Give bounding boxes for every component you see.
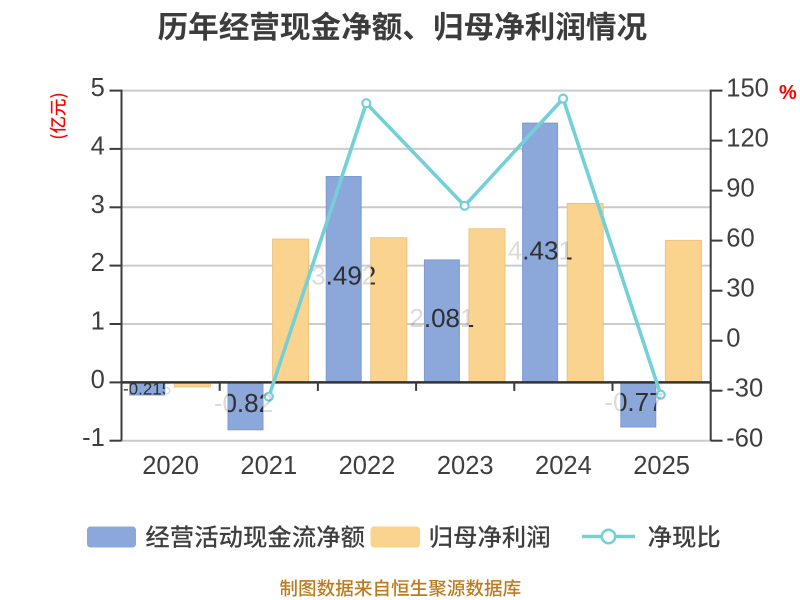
svg-text:60: 60 [726, 225, 754, 253]
svg-text:2021: 2021 [240, 452, 297, 480]
svg-text:3: 3 [91, 191, 105, 219]
svg-text:2: 2 [91, 249, 105, 277]
svg-text:2022: 2022 [339, 452, 396, 480]
svg-text:5: 5 [91, 74, 105, 102]
svg-text:120: 120 [726, 125, 769, 153]
svg-text:-0.77: -0.77 [604, 387, 663, 417]
svg-text:-: - [123, 379, 129, 398]
svg-text:4: 4 [91, 132, 105, 160]
svg-text:-0.215: -0.215 [123, 379, 171, 398]
svg-text:1: 1 [91, 308, 105, 336]
svg-text:3.492: 3.492 [311, 261, 376, 291]
svg-text:2024: 2024 [535, 452, 592, 480]
svg-text:0: 0 [91, 366, 105, 394]
svg-text:-0.215: -0.215 [123, 379, 171, 398]
svg-text:-30: -30 [726, 375, 763, 403]
svg-text:30: 30 [726, 275, 754, 303]
svg-text:2.081: 2.081 [409, 303, 474, 333]
svg-text:-1: -1 [82, 424, 105, 452]
svg-text:-0.82: -0.82 [214, 388, 273, 418]
svg-text:2023: 2023 [437, 452, 494, 480]
svg-text:%: % [779, 82, 797, 104]
svg-text:150: 150 [726, 75, 769, 103]
svg-text:4.431: 4.431 [508, 235, 573, 265]
svg-text:90: 90 [726, 175, 754, 203]
svg-text:-60: -60 [726, 425, 763, 453]
svg-text:2025: 2025 [633, 452, 690, 480]
svg-text:0: 0 [726, 325, 740, 353]
svg-text:2020: 2020 [142, 452, 199, 480]
